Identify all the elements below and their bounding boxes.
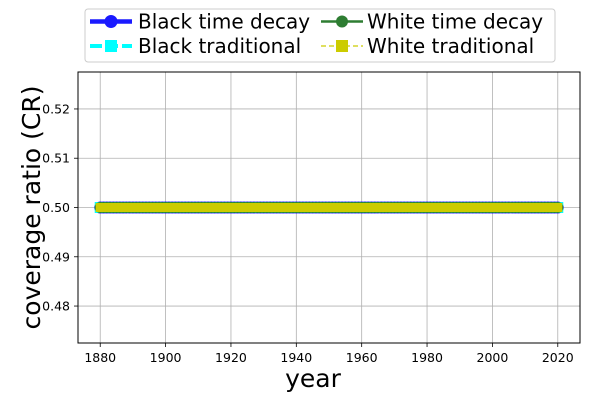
legend-label-white-time-decay: White time decay	[367, 10, 543, 34]
x-tick-label: 1920	[215, 350, 247, 365]
legend-label-black-traditional: Black traditional	[138, 34, 301, 58]
legend-label-white-traditional: White traditional	[367, 34, 534, 58]
x-tick-label: 2020	[542, 350, 574, 365]
legend: Black time decay Black traditional White…	[84, 8, 556, 63]
y-axis-label: coverage ratio (CR)	[17, 86, 46, 330]
x-tick-label: 1960	[346, 350, 378, 365]
series-layer	[94, 201, 564, 214]
legend-label-black-time-decay: Black time decay	[138, 10, 310, 34]
y-tick-label: 0.49	[42, 249, 70, 264]
legend-marker-black-traditional	[105, 40, 117, 52]
y-tick-label: 0.51	[42, 151, 70, 166]
x-tick-label: 1980	[411, 350, 443, 365]
x-axis-label: year	[285, 364, 341, 393]
legend-item-black-time-decay: Black time decay	[90, 10, 310, 34]
x-tick-label: 1940	[280, 350, 312, 365]
data-point	[553, 203, 563, 212]
legend-item-white-traditional: White traditional	[321, 34, 534, 58]
y-tick-label: 0.52	[42, 101, 70, 116]
x-tick-label: 1900	[150, 350, 182, 365]
legend-marker-white-traditional	[336, 40, 348, 52]
ticks: 1880 1900 1920 1940 1960 1980 2000 2020 0.48 0.49…	[42, 101, 574, 365]
legend-item-black-traditional: Black traditional	[90, 34, 301, 58]
y-tick-label: 0.50	[42, 200, 70, 215]
legend-marker-white-time-decay	[336, 15, 348, 28]
x-tick-label: 1880	[84, 350, 116, 365]
series-white-traditional	[95, 203, 563, 212]
y-tick-label: 0.48	[42, 299, 70, 314]
x-tick-label: 2000	[477, 350, 509, 365]
legend-frame	[84, 8, 556, 63]
legend-marker-black-time-decay	[104, 15, 118, 28]
legend-item-white-time-decay: White time decay	[321, 10, 543, 34]
